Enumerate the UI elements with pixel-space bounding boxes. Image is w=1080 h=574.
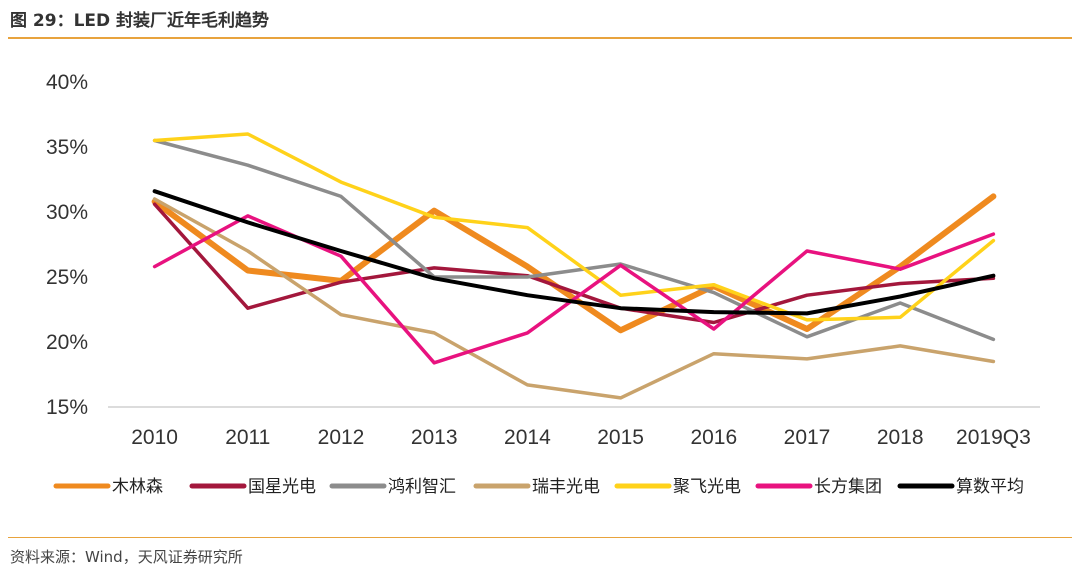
legend-label: 国星光电 [248, 477, 316, 497]
legend-label: 木林森 [112, 477, 163, 497]
legend-label: 聚飞光电 [673, 477, 741, 497]
y-tick-label: 15% [46, 396, 88, 419]
series-line-6 [152, 189, 996, 316]
legend-label: 长方集团 [814, 477, 882, 497]
source-note: 资料来源：Wind，天风证券研究所 [10, 548, 243, 566]
x-axis-ticks: 2010 2011 2012 2013 2014 2015 2016 2017 2018 2019… [131, 426, 1031, 449]
y-tick-label: 30% [46, 201, 88, 224]
x-tick-label: 2016 [690, 426, 737, 449]
series-line-1 [152, 202, 996, 325]
legend-label: 算数平均 [956, 477, 1024, 497]
y-tick-label: 20% [46, 331, 88, 354]
x-tick-label: 2011 [225, 426, 270, 449]
series-line-2 [152, 138, 996, 342]
series-line-3 [152, 197, 996, 400]
series-lines [151, 132, 997, 400]
x-tick-label: 2012 [318, 426, 365, 449]
y-axis-ticks: 15% 20% 25% 30% 35% 40% [46, 71, 88, 419]
legend-label: 瑞丰光电 [532, 477, 600, 497]
y-tick-label: 35% [46, 136, 88, 159]
y-tick-label: 25% [46, 266, 88, 289]
x-tick-label: 2010 [131, 426, 178, 449]
x-tick-label: 2013 [411, 426, 458, 449]
x-tick-label: 2015 [597, 426, 644, 449]
bottom-divider [8, 537, 1072, 538]
legend: 木林森 国星光电 鸿利智汇 瑞丰光电 聚飞光电 长方集团 算数平均 [53, 477, 1024, 497]
top-divider [8, 37, 1072, 39]
legend-label: 鸿利智汇 [388, 477, 456, 497]
x-tick-label: 2017 [784, 426, 831, 449]
x-tick-label: 2019Q3 [956, 426, 1031, 449]
chart-title: 图 29：LED 封装厂近年毛利趋势 [10, 11, 270, 31]
series-line-4 [152, 132, 996, 322]
y-tick-label: 40% [46, 71, 88, 94]
x-tick-label: 2018 [877, 426, 924, 449]
x-tick-label: 2014 [504, 426, 551, 449]
